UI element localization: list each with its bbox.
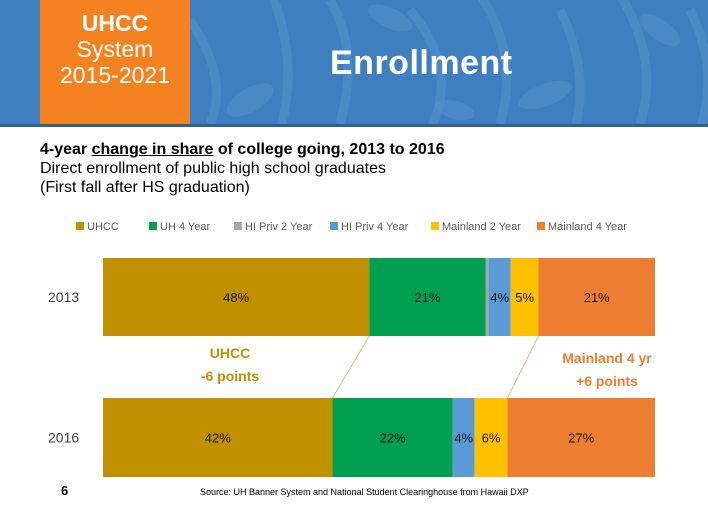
legend-swatch-hi-priv-4-year bbox=[330, 222, 338, 230]
subtitle-line1-pre: 4-year bbox=[40, 141, 92, 158]
data-label-2013-hi-priv-4-year: 4% bbox=[490, 290, 509, 305]
data-label-2013-uh-4-year: 21% bbox=[415, 290, 441, 305]
badge-line2: System bbox=[76, 36, 154, 62]
subtitle-line1-underlined: change in share bbox=[91, 141, 214, 158]
legend-label-mainland-4-year: Mainland 4 Year bbox=[548, 221, 627, 233]
data-label-2013-uhcc: 48% bbox=[223, 290, 249, 305]
data-label-2016-hi-priv-4-year: 4% bbox=[454, 431, 473, 446]
bar-2013-mainland-2-year bbox=[510, 258, 539, 336]
data-label-2016-mainland-2-year: 6% bbox=[482, 431, 501, 446]
annotation-uhcc-line2: -6 points bbox=[201, 368, 260, 384]
bar-2016-mainland-2-year bbox=[474, 398, 508, 477]
header-divider bbox=[0, 124, 708, 127]
legend-label-hi-priv-2-year: HI Priv 2 Year bbox=[245, 221, 313, 233]
stacked-bar-chart: UHCC UH 4 Year HI Priv 2 Year HI Priv 4 Yea… bbox=[48, 221, 655, 477]
connector-mainland-4-year bbox=[506, 335, 539, 399]
legend-label-mainland-2-year: Mainland 2 Year bbox=[442, 221, 521, 233]
slide-header: UHCC System 2015-2021 Enrollment bbox=[0, 0, 708, 124]
page-number: 6 bbox=[61, 483, 69, 498]
bar-2016-uh-4-year bbox=[332, 398, 453, 477]
legend-label-hi-priv-4-year: HI Priv 4 Year bbox=[341, 221, 409, 233]
data-label-2013-mainland-2-year: 5% bbox=[515, 290, 534, 305]
subtitle-line3: (First fall after HS graduation) bbox=[40, 179, 250, 196]
subtitle-line1: 4-year change in share of college going,… bbox=[40, 140, 445, 159]
data-label-2016-mainland-4-year: 27% bbox=[568, 431, 594, 446]
source-note: Source: UH Banner System and National St… bbox=[200, 487, 529, 497]
bar-2013-uh-4-year bbox=[369, 258, 486, 336]
system-badge: UHCC System 2015-2021 bbox=[40, 0, 190, 124]
legend-label-uhcc: UHCC bbox=[87, 221, 119, 233]
annotation-uhcc-line1: UHCC bbox=[210, 345, 250, 361]
legend-swatch-uh-4-year bbox=[149, 222, 157, 230]
bar-2016-hi-priv-4-year bbox=[452, 398, 475, 477]
legend-label-uh-4-year: UH 4 Year bbox=[160, 221, 210, 233]
subtitle-line1-post: of college going, 2013 to 2016 bbox=[213, 141, 445, 158]
annotation-mainland-4-year-line2: +6 points bbox=[576, 373, 638, 389]
subtitle-line2: Direct enrollment of public high school … bbox=[40, 160, 386, 177]
slide-title: Enrollment bbox=[330, 44, 513, 82]
badge-line3: 2015-2021 bbox=[60, 62, 170, 88]
bar-2013-hi-priv-4-year bbox=[488, 258, 511, 336]
badge-line1: UHCC bbox=[81, 10, 149, 36]
bar-2013-mainland-4-year bbox=[538, 258, 655, 336]
legend-swatch-mainland-2-year bbox=[431, 222, 439, 230]
category-label-2016: 2016 bbox=[48, 430, 79, 446]
bar-2013-uhcc bbox=[103, 258, 370, 336]
connector-uhcc bbox=[332, 335, 370, 399]
legend-swatch-uhcc bbox=[76, 222, 84, 230]
bar-2016-mainland-4-year bbox=[507, 398, 655, 477]
data-label-2016-uh-4-year: 22% bbox=[380, 431, 406, 446]
legend-swatch-mainland-4-year bbox=[537, 222, 545, 230]
data-label-2013-mainland-4-year: 21% bbox=[584, 290, 610, 305]
legend-swatch-hi-priv-2-year bbox=[234, 222, 242, 230]
chart-subtitle: 4-year change in share of college going,… bbox=[40, 140, 445, 197]
bar-2016-uhcc bbox=[103, 398, 333, 477]
annotation-mainland-4-year-line1: Mainland 4 yr bbox=[562, 350, 652, 366]
header-leaf-pattern bbox=[186, 0, 708, 124]
bar-2013-hi-priv-2-year bbox=[485, 258, 489, 336]
category-label-2013: 2013 bbox=[48, 289, 79, 305]
data-label-2016-uhcc: 42% bbox=[205, 431, 231, 446]
